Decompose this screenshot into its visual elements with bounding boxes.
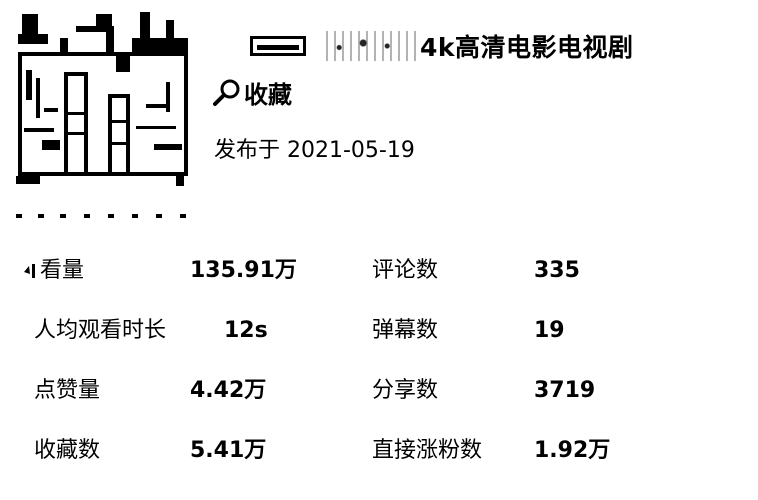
redacted-text [250, 36, 306, 56]
stat-label-comments: 评论数 [372, 258, 439, 283]
stat-label-avg-watch-time: 人均观看时长 [34, 318, 167, 343]
stat-label-favorites: 收藏数 [34, 438, 101, 463]
corrupted-glyph [24, 264, 35, 278]
stat-label-danmaku: 弹幕数 [372, 318, 439, 343]
stat-value-views: 135.91万 [190, 258, 297, 283]
video-title[interactable]: 4k高清电影电视剧 [250, 24, 634, 68]
stat-value-shares: 3719 [534, 378, 596, 403]
stat-value-favorites: 5.41万 [190, 438, 267, 463]
video-thumbnail[interactable] [16, 12, 188, 190]
favorite-label: 收藏 [244, 80, 292, 109]
stat-label-likes: 点赞量 [34, 378, 101, 403]
stat-value-likes: 4.42万 [190, 378, 267, 403]
magnifier-icon [213, 79, 240, 106]
favorite-button[interactable]: 收藏 [212, 72, 292, 112]
stat-value-avg-watch-time: 12s [224, 318, 268, 343]
thumbnail-edge [16, 214, 186, 218]
video-title-text: 4k高清电影电视剧 [420, 33, 634, 62]
stat-value-danmaku: 19 [534, 318, 565, 343]
stat-label-shares: 分享数 [372, 378, 439, 403]
stat-label-new-followers: 直接涨粉数 [372, 438, 483, 463]
publish-date: 发布于 2021-05-19 [214, 138, 415, 163]
stat-value-comments: 335 [534, 258, 580, 283]
stat-label-views: 看量 [22, 256, 84, 286]
redacted-text [320, 31, 416, 61]
stat-value-new-followers: 1.92万 [534, 438, 611, 463]
stats-panel: 看量 人均观看时长 点赞量 收藏数 135.91万 12s 4.42万 5.41… [0, 246, 758, 486]
